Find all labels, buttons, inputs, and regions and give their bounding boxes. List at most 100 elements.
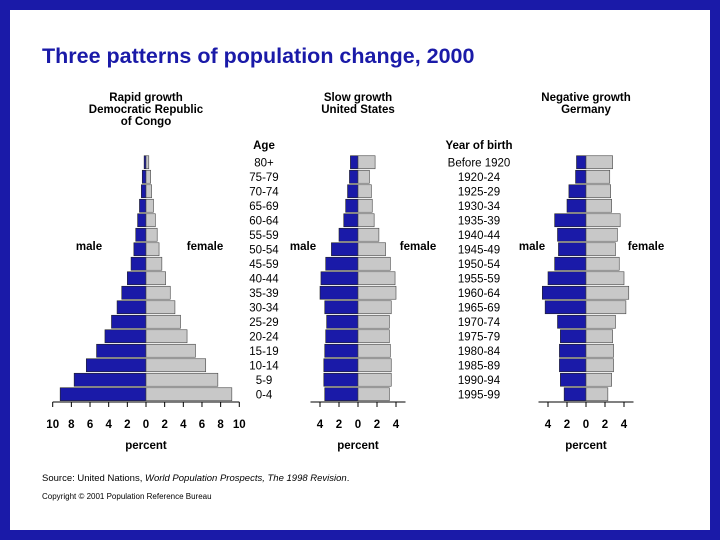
age-label: 30-34 [249,302,279,314]
male-bar [559,358,587,373]
male-bar [104,329,147,344]
male-bar [111,314,147,329]
male-bar [557,314,587,329]
female-bar [145,387,233,402]
female-bar [357,387,390,402]
age-label: 55-59 [249,230,278,242]
female-bar [145,169,151,184]
x-tick-label: 2 [602,419,608,431]
male-bar [557,227,587,242]
x-tick-label: 2 [161,419,167,431]
age-label: 75-79 [249,172,278,184]
male-bar [141,169,147,184]
birth-year-label: 1940-44 [458,230,501,242]
birth-year-label: 1995-99 [458,389,500,401]
male-bar [349,169,359,184]
birth-year-label: 1930-34 [458,201,501,213]
female-bar [585,271,625,286]
source-suffix: . [346,473,350,484]
female-bar [585,285,630,300]
female-bar [585,184,612,199]
source-title: World Population Prospects, The 1998 Rev… [144,473,347,484]
female-label: female [400,241,436,253]
female-bar [357,329,390,344]
male-bar [73,372,147,387]
female-bar [585,213,621,228]
male-bar [547,271,587,286]
x-tick-label: 8 [68,419,75,431]
birth-year-label: 1950-54 [458,259,501,271]
male-bar [544,300,587,315]
male-bar [566,198,587,213]
male-bar [130,256,147,271]
age-label: 25-29 [249,317,278,329]
female-bar [357,169,370,184]
birth-year-label: 1945-49 [458,244,500,256]
male-bar [541,285,587,300]
x-tick-label: 4 [317,419,324,431]
birth-year-label: 1980-84 [458,346,501,358]
female-bar [357,184,372,199]
age-label: 10-14 [249,360,279,372]
x-tick-label: 10 [233,419,246,431]
x-tick-label: 0 [583,419,589,431]
male-bar [563,387,587,402]
female-bar [145,329,188,344]
birth-year-label: 1925-29 [458,186,500,198]
female-bar [357,256,391,271]
female-bar [357,314,390,329]
male-bar [560,372,587,387]
female-bar [585,372,612,387]
female-bar [145,358,207,373]
female-label: female [628,241,664,253]
male-bar [323,372,359,387]
female-bar [357,343,391,358]
male-bar [576,155,587,170]
male-bar [568,184,587,199]
female-bar [585,256,620,271]
male-bar [133,242,147,257]
age-label: 40-44 [249,273,279,285]
male-bar [554,256,587,271]
female-label: female [187,241,223,253]
male-bar [558,242,587,257]
birth-year-label: 1970-74 [458,317,501,329]
x-tick-label: 2 [124,419,130,431]
female-bar [145,314,181,329]
male-bar [350,155,359,170]
female-bar [145,256,163,271]
male-bar [324,300,359,315]
male-bar [116,300,147,315]
female-bar [585,314,616,329]
female-bar [145,271,166,286]
age-label: 70-74 [249,186,279,198]
birth-year-label: 1965-69 [458,302,500,314]
female-bar [585,300,627,315]
male-bar [323,358,359,373]
female-bar [357,300,392,315]
x-tick-label: 2 [564,419,570,431]
x-axis-title: percent [337,440,379,452]
female-bar [145,155,150,170]
x-tick-label: 4 [393,419,400,431]
male-bar [137,213,147,228]
birth-year-label: 1990-94 [458,375,501,387]
male-bar [320,271,359,286]
x-axis-title: percent [125,440,167,452]
female-bar [357,242,386,257]
female-bar [145,227,158,242]
x-tick-label: 10 [46,419,59,431]
birth-year-label: 1985-89 [458,360,500,372]
birth-year-label: 1975-79 [458,331,500,343]
male-bar [347,184,359,199]
x-tick-label: 2 [374,419,380,431]
female-bar [357,198,373,213]
chart-title-line: United States [321,104,395,116]
x-tick-label: 8 [217,419,224,431]
age-label: 65-69 [249,201,278,213]
female-bar [585,358,614,373]
age-label: 80+ [254,157,274,169]
male-bar [343,213,359,228]
x-tick-label: 6 [87,419,93,431]
female-bar [357,372,392,387]
